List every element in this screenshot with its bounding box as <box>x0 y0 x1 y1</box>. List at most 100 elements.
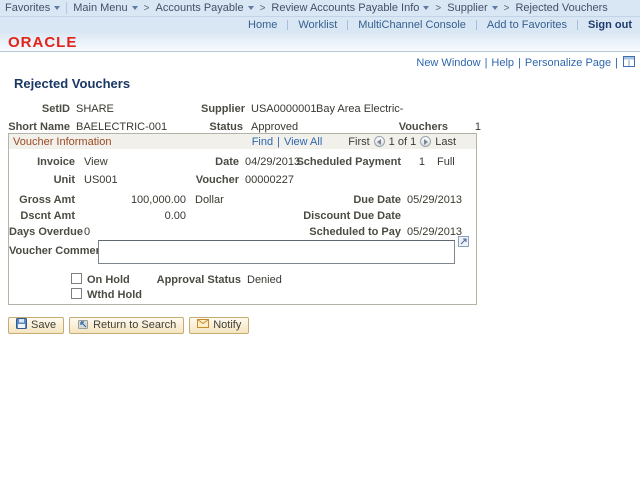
supplier-menu-label: Supplier <box>447 2 488 14</box>
divider <box>287 20 289 30</box>
previous-row-button[interactable] <box>373 136 385 147</box>
next-row-button[interactable] <box>420 136 432 147</box>
setid-value: SHARE <box>76 103 114 115</box>
date-value: 04/29/2013 <box>245 156 301 168</box>
setid-label: SetID <box>41 103 70 115</box>
status-label: Status <box>209 121 243 133</box>
chevron-down-icon <box>423 6 430 10</box>
last-label: Last <box>435 135 456 148</box>
due-date-value: 05/29/2013 <box>407 194 463 206</box>
scheduled-payment-label: Scheduled Payment <box>296 156 401 168</box>
chevron-down-icon <box>54 6 61 10</box>
menu-review-accounts-payable-info[interactable]: Review Accounts Payable Info <box>271 2 430 14</box>
chevron-down-icon <box>247 6 254 10</box>
utility-separator: | <box>615 57 618 69</box>
utility-separator: | <box>484 57 488 69</box>
short-name-label: Short Name <box>8 121 70 133</box>
accounts-payable-label: Accounts Payable <box>155 2 244 14</box>
voucher-comments-input[interactable] <box>98 240 455 264</box>
save-icon <box>16 317 27 334</box>
wthd-hold-checkbox[interactable] <box>71 288 82 299</box>
worklist-link[interactable]: Worklist <box>298 19 338 31</box>
discount-due-date-label: Discount Due Date <box>303 210 401 222</box>
view-all-link[interactable]: View All <box>283 135 323 148</box>
help-link[interactable]: Help <box>491 57 515 69</box>
divider <box>577 20 578 30</box>
approval-status-label: Approval Status <box>156 274 241 286</box>
invoice-value: View <box>84 156 108 168</box>
on-hold-checkbox[interactable] <box>71 273 82 284</box>
supplier-name-value: Bay Area Electric- <box>316 103 404 115</box>
status-value: Approved <box>251 121 299 133</box>
voucher-number-value: 00000227 <box>245 174 294 186</box>
supplier-id-value: USA0000001 <box>251 103 317 115</box>
divider <box>66 2 68 14</box>
breadcrumb-separator: > <box>503 2 510 14</box>
return-to-search-icon <box>77 318 89 334</box>
gross-amt-value: 100,000.00 <box>130 194 186 206</box>
main-menu-label: Main Menu <box>73 2 128 14</box>
voucher-information-groupbox: Voucher Information Find | View All Firs… <box>8 133 477 305</box>
row-position: 1 of 1 <box>388 135 417 148</box>
breadcrumb-current-page: Rejected Vouchers <box>515 2 607 14</box>
sign-out-link[interactable]: Sign out <box>588 19 632 31</box>
personalize-page-link[interactable]: Personalize Page <box>524 57 612 69</box>
page-title: Rejected Vouchers <box>14 76 131 91</box>
notify-button-label: Notify <box>213 319 242 331</box>
home-link[interactable]: Home <box>248 19 278 31</box>
return-to-search-button[interactable]: Return to Search <box>69 317 185 334</box>
due-date-label: Due Date <box>353 194 401 206</box>
breadcrumb-separator: > <box>259 2 266 14</box>
rejected-vouchers-crumb-label: Rejected Vouchers <box>515 2 608 14</box>
new-window-link[interactable]: New Window <box>416 57 481 69</box>
divider <box>475 20 477 30</box>
scheduled-payment-type: Full <box>437 156 455 168</box>
chevron-down-icon <box>491 6 498 10</box>
on-hold-label: On Hold <box>87 274 130 286</box>
date-label: Date <box>215 156 239 168</box>
dscnt-amt-value: 0.00 <box>164 210 186 222</box>
unit-value: US001 <box>84 174 118 186</box>
vouchers-count-value: 1 <box>474 121 481 133</box>
notify-button[interactable]: Notify <box>189 317 250 334</box>
first-label: First <box>348 135 370 148</box>
dscnt-amt-label: Dscnt Amt <box>20 210 75 222</box>
divider <box>347 20 349 30</box>
supplier-label: Supplier <box>200 103 245 115</box>
page-layout-icon[interactable] <box>623 56 635 70</box>
menu-main-menu[interactable]: Main Menu <box>73 2 138 14</box>
menu-accounts-payable[interactable]: Accounts Payable <box>156 2 254 14</box>
expand-comments-icon[interactable] <box>458 236 469 247</box>
breadcrumb-separator: > <box>435 2 442 14</box>
chevron-down-icon <box>131 6 138 10</box>
toolbar: Save Return to Search Notify <box>8 317 250 334</box>
save-button-label: Save <box>31 319 57 331</box>
voucher-label: Voucher <box>195 174 239 186</box>
favorites-menu[interactable]: Favorites <box>5 2 61 14</box>
approval-status-value: Denied <box>247 274 282 286</box>
voucher-comments-label: Voucher Comments: <box>9 245 116 257</box>
vouchers-label: Vouchers <box>398 121 448 133</box>
header-links: Home Worklist MultiChannel Console Add t… <box>0 17 640 33</box>
review-ap-info-label: Review Accounts Payable Info <box>271 2 420 14</box>
gross-amt-currency: Dollar <box>195 194 224 206</box>
multichannel-console-link[interactable]: MultiChannel Console <box>358 19 466 31</box>
invoice-label: Invoice <box>37 156 75 168</box>
save-button[interactable]: Save <box>8 317 65 334</box>
scheduled-payment-value: 1 <box>418 156 425 168</box>
add-to-favorites-link[interactable]: Add to Favorites <box>486 19 567 31</box>
arrow-right-icon <box>423 138 428 145</box>
menu-supplier[interactable]: Supplier <box>447 2 498 14</box>
arrow-left-icon <box>377 138 382 145</box>
voucher-information-title: Voucher Information <box>13 135 112 148</box>
scheduled-to-pay-label: Scheduled to Pay <box>309 226 401 238</box>
gross-amt-label: Gross Amt <box>19 194 75 206</box>
breadcrumb-separator: > <box>143 2 150 14</box>
row-navigation: Find | View All First 1 of 1 Last <box>252 136 456 148</box>
unit-label: Unit <box>53 174 75 186</box>
find-link[interactable]: Find <box>251 135 274 148</box>
breadcrumb: Favorites Main Menu > Accounts Payable >… <box>0 0 640 17</box>
favorites-label: Favorites <box>5 2 51 14</box>
days-overdue-value: 0 <box>84 226 91 238</box>
nav-separator: | <box>277 135 280 148</box>
